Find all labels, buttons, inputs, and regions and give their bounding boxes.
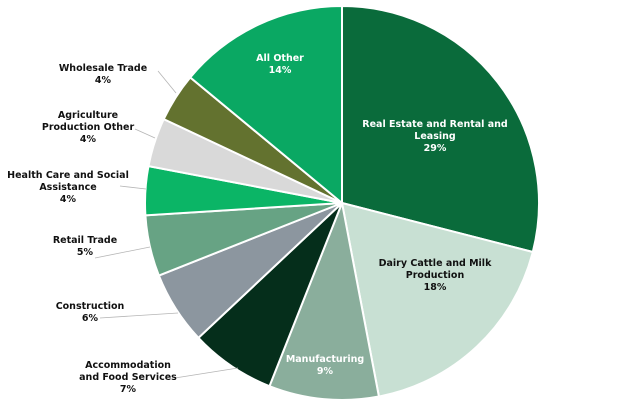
- data-label-name: Wholesale Trade: [59, 63, 147, 74]
- data-label-name: Production Other: [42, 122, 135, 133]
- data-label-name: All Other: [256, 53, 304, 64]
- leader-line: [174, 367, 239, 379]
- leader-line: [134, 128, 156, 139]
- data-label-name: Production: [406, 270, 465, 281]
- data-label-value: 6%: [82, 313, 99, 324]
- data-label-name: Dairy Cattle and Milk: [379, 258, 492, 269]
- data-label-value: 18%: [424, 282, 447, 293]
- data-label-name: Real Estate and Rental and: [362, 119, 507, 130]
- data-label-name: Leasing: [414, 131, 455, 142]
- leader-line: [157, 70, 177, 94]
- data-label-value: 4%: [80, 134, 97, 145]
- data-label-value: 7%: [120, 384, 137, 395]
- pie-slice-all-other: [188, 4, 343, 206]
- data-label-name: Agriculture: [58, 110, 118, 121]
- leader-line: [99, 312, 179, 319]
- data-label-name: and Food Services: [79, 372, 177, 383]
- data-label-value: 29%: [424, 143, 447, 154]
- data-label-name: Assistance: [39, 182, 96, 193]
- pie-slice-real-estate-and-rental-and-leasing: [341, 4, 540, 254]
- data-label-name: Health Care and Social: [7, 170, 129, 181]
- data-label-name: Retail Trade: [53, 235, 117, 246]
- data-label-name: Manufacturing: [286, 354, 364, 365]
- data-label-value: 9%: [317, 366, 334, 377]
- pie-slice-dairy-cattle-and-milk-production: [340, 201, 535, 398]
- data-label-value: 5%: [77, 247, 94, 258]
- data-label-value: 14%: [269, 65, 292, 76]
- data-label-name: Construction: [56, 301, 125, 312]
- data-label-value: 4%: [95, 75, 112, 86]
- data-label-value: 4%: [60, 194, 77, 205]
- leader-line: [94, 246, 151, 259]
- pie-slice-manufacturing: [268, 199, 381, 401]
- leader-line: [119, 185, 147, 190]
- data-label-name: Accommodation: [85, 360, 171, 371]
